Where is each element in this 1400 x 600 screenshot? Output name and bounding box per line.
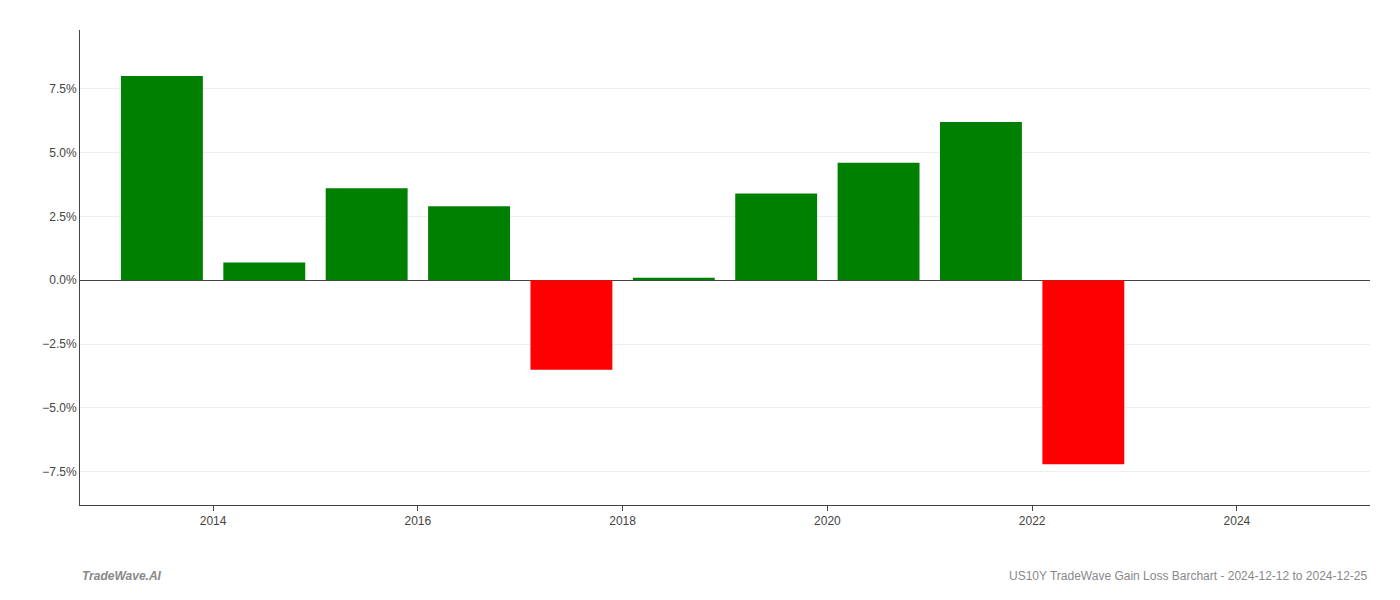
svg-text:2024: 2024 (1224, 514, 1251, 528)
svg-text:7.5%: 7.5% (49, 82, 77, 96)
svg-text:2.5%: 2.5% (49, 210, 77, 224)
svg-text:0.0%: 0.0% (49, 273, 77, 287)
svg-text:2022: 2022 (1019, 514, 1046, 528)
svg-text:2020: 2020 (814, 514, 841, 528)
svg-text:2018: 2018 (609, 514, 636, 528)
svg-text:−2.5%: −2.5% (42, 337, 77, 351)
svg-text:TradeWave.AI: TradeWave.AI (82, 569, 162, 583)
svg-text:5.0%: 5.0% (49, 146, 77, 160)
svg-text:2014: 2014 (200, 514, 227, 528)
svg-text:−5.0%: −5.0% (42, 401, 77, 415)
svg-text:−7.5%: −7.5% (42, 465, 77, 479)
svg-text:US10Y TradeWave Gain Loss Barc: US10Y TradeWave Gain Loss Barchart - 202… (1009, 569, 1368, 583)
svg-text:2016: 2016 (405, 514, 432, 528)
